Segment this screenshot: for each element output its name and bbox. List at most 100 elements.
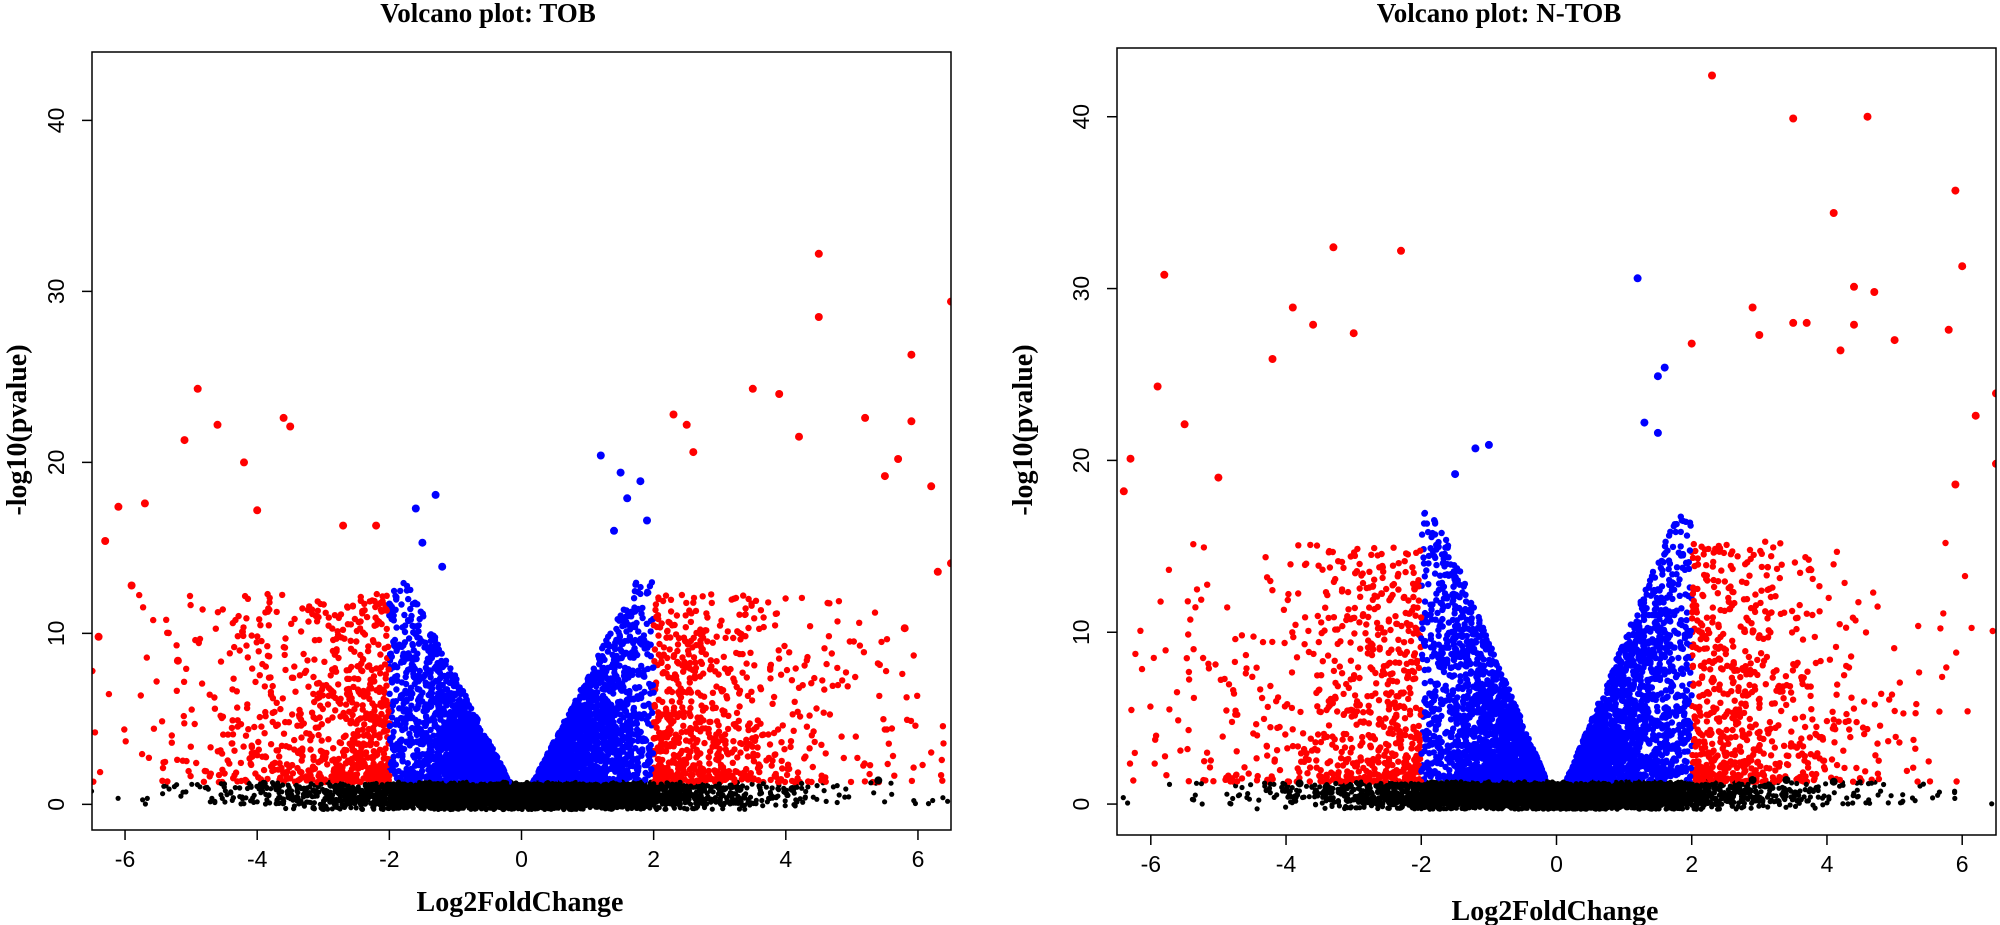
data-point [153,678,160,685]
data-point [361,721,368,728]
data-point [399,624,406,631]
data-point [173,642,180,649]
data-point [407,605,414,613]
data-point [651,646,659,653]
data-point [705,767,712,775]
data-point [280,643,287,651]
data-point [775,655,783,662]
data-point [269,682,276,690]
data-point [186,592,194,600]
data-point [144,795,150,802]
data-point [664,628,671,635]
data-point [315,731,322,739]
data-point [674,647,681,655]
data-point [782,595,789,602]
data-point [914,692,921,699]
chart-title: Volcano plot: TOB [380,0,596,28]
data-point [254,633,261,640]
data-point [264,643,271,650]
data-point [786,649,793,656]
data-point [613,625,620,633]
data-point [792,665,799,672]
data-point [838,733,845,740]
data-point [663,670,670,677]
data-point [713,658,720,665]
data-point [750,726,758,733]
data-point [121,726,128,733]
data-point [92,729,99,736]
data-point [166,786,172,792]
data-point [656,640,663,648]
data-point [730,634,737,642]
data-point [668,698,676,705]
data-point [836,792,842,798]
data-point [252,678,259,686]
data-point [324,717,332,724]
data-point [652,606,659,614]
data-point [398,601,405,608]
data-point [765,599,772,606]
data-point [743,745,750,752]
data-point [373,740,380,747]
data-point [604,648,612,655]
data-point [643,620,650,627]
data-point [321,658,328,665]
data-point [846,794,852,800]
data-point [273,608,280,616]
data-point [649,709,656,716]
data-point [349,711,356,719]
data-point [143,654,150,661]
data-point [324,701,332,708]
data-point [688,698,695,705]
data-point [652,601,660,608]
data-point [835,598,843,605]
data-point [939,723,947,730]
data-point [261,683,268,690]
data-point [829,682,836,689]
data-point [721,731,729,738]
data-point [767,675,774,682]
data-point [779,765,786,772]
data-point [219,766,226,773]
data-point [791,698,798,705]
data-point [846,638,853,645]
data-point [690,594,698,602]
data-point [405,595,412,603]
data-point [738,776,745,783]
data-point [307,737,314,744]
data-point [826,711,834,718]
data-point [655,632,662,639]
data-point [389,702,397,709]
data-point [775,647,782,654]
data-point [265,605,272,612]
data-point [787,738,795,745]
data-point [183,789,189,795]
data-point [401,611,408,619]
data-point [416,667,423,675]
data-point [261,730,268,737]
data-point [852,733,859,740]
data-point [310,690,317,698]
data-point [274,721,281,728]
data-point [782,798,788,804]
data-point [339,626,347,633]
data-point [699,593,706,600]
data-point [224,757,231,764]
data-point [682,737,690,744]
data-point [805,784,811,790]
data-point [383,682,390,689]
data-point [840,754,847,762]
data-point [317,747,324,754]
data-point [84,772,90,778]
data-point [718,688,726,695]
data-point [770,729,778,737]
data-point [235,612,242,620]
data-point [660,644,668,651]
data-point [819,677,826,684]
data-point [888,725,896,732]
data-point [587,711,595,718]
data-point [778,757,785,765]
data-point [680,722,687,729]
data-point [635,667,642,674]
data-point [723,693,730,700]
